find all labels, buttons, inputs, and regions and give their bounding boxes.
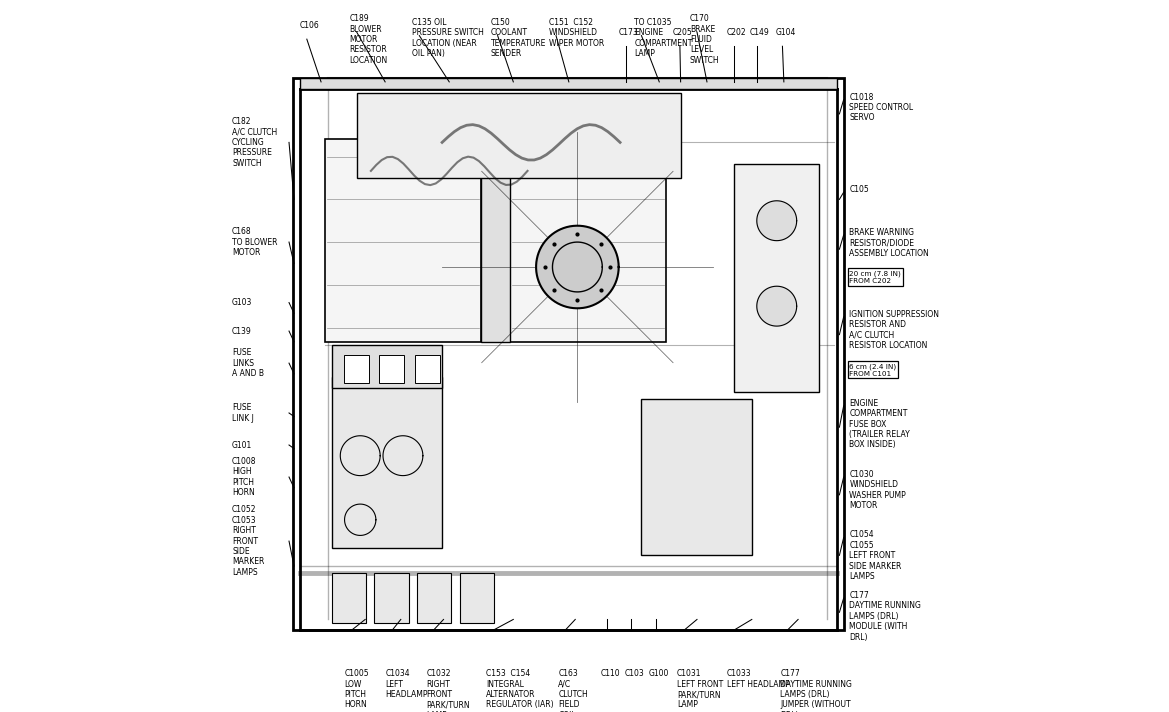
Bar (482, 139, 510, 342)
Text: G104: G104 (775, 28, 796, 38)
Bar (332, 573, 366, 623)
Text: C149: C149 (749, 28, 769, 38)
Text: TO C1035
ENGINE
COMPARTMENT
LAMP: TO C1035 ENGINE COMPARTMENT LAMP (635, 18, 693, 58)
Text: C1018
SPEED CONTROL
SERVO: C1018 SPEED CONTROL SERVO (850, 93, 913, 122)
Bar (325, 139, 482, 342)
Text: ENGINE
COMPARTMENT
FUSE BOX
(TRAILER RELAY
BOX INSIDE): ENGINE COMPARTMENT FUSE BOX (TRAILER REL… (850, 399, 911, 449)
Text: C110: C110 (600, 669, 620, 679)
Bar (380, 355, 404, 383)
Text: C135 OIL
PRESSURE SWITCH
LOCATION (NEAR
OIL PAN): C135 OIL PRESSURE SWITCH LOCATION (NEAR … (413, 18, 484, 58)
Text: G101: G101 (233, 441, 253, 449)
Text: C202: C202 (727, 28, 747, 38)
Text: C151  C152
WINDSHIELD
WIPER MOTOR: C151 C152 WINDSHIELD WIPER MOTOR (549, 18, 604, 48)
Text: C182
A/C CLUTCH
CYCLING
PRESSURE
SWITCH: C182 A/C CLUTCH CYCLING PRESSURE SWITCH (233, 117, 277, 168)
Text: 6 cm (2.4 IN)
FROM C101: 6 cm (2.4 IN) FROM C101 (850, 363, 897, 377)
Bar (374, 573, 409, 623)
Text: C1008
HIGH
PITCH
HORN: C1008 HIGH PITCH HORN (233, 457, 256, 497)
Bar (642, 399, 752, 555)
Text: FUSE
LINKS
A AND B: FUSE LINKS A AND B (233, 348, 264, 378)
Bar (417, 573, 451, 623)
Bar (357, 93, 680, 178)
Polygon shape (756, 286, 797, 326)
Bar (332, 345, 442, 388)
Text: C153  C154
INTEGRAL
ALTERNATOR
REGULATOR (IAR): C153 C154 INTEGRAL ALTERNATOR REGULATOR … (486, 669, 554, 709)
Text: C106: C106 (299, 21, 319, 31)
Text: C1052
C1053
RIGHT
FRONT
SIDE
MARKER
LAMPS: C1052 C1053 RIGHT FRONT SIDE MARKER LAMP… (233, 506, 264, 577)
Polygon shape (756, 201, 797, 241)
Text: G103: G103 (233, 298, 253, 307)
Text: FUSE
LINK J: FUSE LINK J (233, 403, 254, 423)
Text: C1054
C1055
LEFT FRONT
SIDE MARKER
LAMPS: C1054 C1055 LEFT FRONT SIDE MARKER LAMPS (850, 530, 901, 581)
Text: IGNITION SUPPRESSION
RESISTOR AND
A/C CLUTCH
RESISTOR LOCATION: IGNITION SUPPRESSION RESISTOR AND A/C CL… (850, 310, 940, 350)
Text: C205: C205 (673, 28, 692, 38)
Text: BRAKE WARNING
RESISTOR/DIODE
ASSEMBLY LOCATION: BRAKE WARNING RESISTOR/DIODE ASSEMBLY LO… (850, 228, 929, 258)
Polygon shape (537, 226, 618, 308)
Text: C139: C139 (233, 327, 251, 335)
Text: C1030
WINDSHIELD
WASHER PUMP
MOTOR: C1030 WINDSHIELD WASHER PUMP MOTOR (850, 470, 906, 510)
Bar (299, 78, 837, 89)
Text: C1032
RIGHT
FRONT
PARK/TURN
LAMP: C1032 RIGHT FRONT PARK/TURN LAMP (427, 669, 470, 712)
Text: 20 cm (7.8 IN)
FROM C202: 20 cm (7.8 IN) FROM C202 (850, 271, 901, 284)
Bar (292, 78, 844, 630)
Bar (332, 377, 442, 548)
Text: C1031
LEFT FRONT
PARK/TURN
LAMP: C1031 LEFT FRONT PARK/TURN LAMP (677, 669, 724, 709)
Text: C105: C105 (850, 185, 869, 194)
Bar (459, 573, 494, 623)
Text: C1034
LEFT
HEADLAMP: C1034 LEFT HEADLAMP (385, 669, 428, 699)
Text: G100: G100 (649, 669, 669, 679)
Text: C177
DAYTIME RUNNING
LAMPS (DRL)
MODULE (WITH
DRL): C177 DAYTIME RUNNING LAMPS (DRL) MODULE … (850, 591, 921, 642)
Text: C163
A/C
CLUTCH
FIELD
COIL: C163 A/C CLUTCH FIELD COIL (558, 669, 588, 712)
Bar (415, 355, 440, 383)
Bar (734, 164, 819, 392)
Text: C103: C103 (624, 669, 644, 679)
Text: C189
BLOWER
MOTOR
RESISTOR
LOCATION: C189 BLOWER MOTOR RESISTOR LOCATION (350, 14, 388, 65)
Text: C177
DAYTIME RUNNING
LAMPS (DRL)
JUMPER (WITHOUT
DRL): C177 DAYTIME RUNNING LAMPS (DRL) JUMPER … (780, 669, 852, 712)
Text: C173: C173 (618, 28, 638, 38)
Bar (344, 355, 368, 383)
Text: C1033
LEFT HEADLAMP: C1033 LEFT HEADLAMP (727, 669, 789, 689)
Bar (510, 139, 666, 342)
Text: C1005
LOW
PITCH
HORN: C1005 LOW PITCH HORN (345, 669, 369, 709)
Text: C170
BRAKE
FLUID
LEVEL
SWITCH: C170 BRAKE FLUID LEVEL SWITCH (690, 14, 719, 65)
Text: C168
TO BLOWER
MOTOR: C168 TO BLOWER MOTOR (233, 227, 277, 257)
Text: C150
COOLANT
TEMPERATURE
SENDER: C150 COOLANT TEMPERATURE SENDER (491, 18, 546, 58)
